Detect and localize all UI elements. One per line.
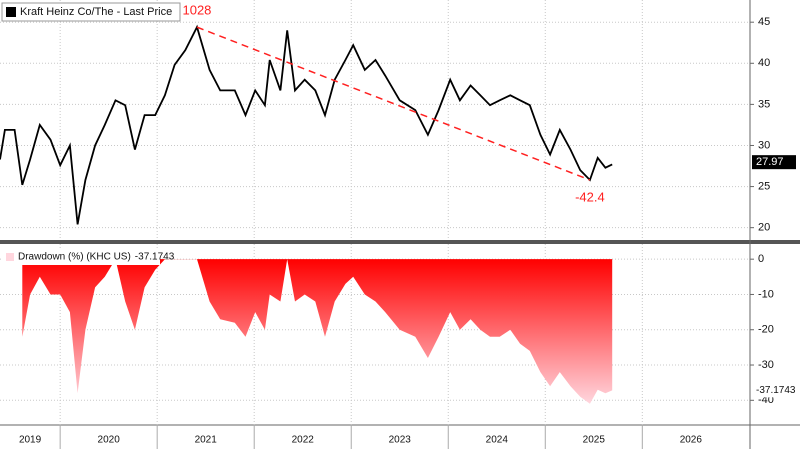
x-tick-label: 2025 (583, 435, 606, 446)
x-tick-label: 2019 (19, 435, 42, 446)
drawdown-area (22, 259, 613, 404)
y-tick-label: 40 (758, 57, 770, 69)
annotation-peak: 1028 (182, 3, 211, 18)
y-tick-label: -30 (758, 359, 774, 371)
last-price-label: 27.97 (756, 156, 784, 168)
legend-swatch (6, 253, 14, 261)
legend-swatch (6, 7, 16, 17)
y-tick-label: 0 (758, 253, 764, 265)
x-tick-label: 2020 (98, 435, 121, 446)
panel-divider (0, 240, 800, 244)
legend-value: -37.1743 (135, 252, 175, 263)
annotation-trough: -42.4 (575, 189, 605, 204)
legend-label: Drawdown (%) (KHC US) (18, 252, 131, 263)
trend-line (196, 26, 591, 181)
last-price-tag (752, 155, 796, 170)
y-tick-label: 35 (758, 98, 770, 110)
price-line (0, 24, 613, 225)
x-tick-label: 2023 (389, 435, 412, 446)
y-tick-label: 25 (758, 180, 770, 192)
legend-box (2, 249, 160, 265)
x-tick-label: 2024 (486, 435, 509, 446)
x-tick-label: 2022 (292, 435, 315, 446)
last-value-tag (752, 383, 798, 398)
y-tick-label: 20 (758, 222, 770, 234)
y-tick-label: -20 (758, 324, 774, 336)
last-value-label: -37.1743 (756, 385, 796, 396)
x-tick-label: 2026 (680, 435, 703, 446)
y-tick-label: 30 (758, 139, 770, 151)
x-tick-label: 2021 (195, 435, 218, 446)
legend-box (1, 2, 181, 22)
y-tick-label: 45 (758, 16, 770, 28)
y-tick-label: -10 (758, 288, 774, 300)
legend-label: Kraft Heinz Co/The - Last Price (20, 6, 172, 18)
